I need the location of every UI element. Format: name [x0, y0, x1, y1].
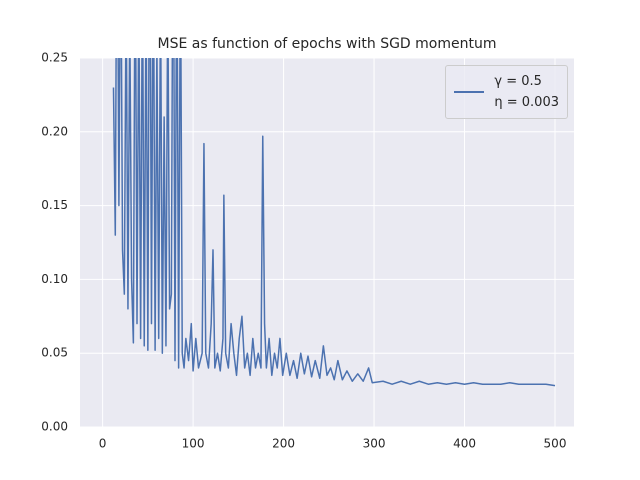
legend: γ = 0.5 η = 0.003	[445, 65, 568, 119]
y-tick-label: 0.00	[41, 420, 68, 434]
x-tick-label: 400	[453, 437, 476, 451]
x-tick-label: 0	[99, 437, 107, 451]
x-tick-label: 200	[272, 437, 295, 451]
y-tick-label: 0.15	[41, 198, 68, 212]
legend-label: γ = 0.5 η = 0.003	[494, 74, 559, 110]
y-tick-label: 0.05	[41, 346, 68, 360]
legend-swatch	[454, 91, 485, 93]
chart-title: MSE as function of epochs with SGD momen…	[158, 36, 497, 52]
x-tick-label: 100	[182, 437, 205, 451]
x-tick-label: 300	[363, 437, 386, 451]
y-tick-label: 0.20	[41, 124, 68, 138]
y-tick-label: 0.10	[41, 272, 68, 286]
x-tick-label: 500	[544, 437, 567, 451]
data-line	[112, 58, 556, 387]
y-tick-label: 0.25	[41, 51, 68, 65]
